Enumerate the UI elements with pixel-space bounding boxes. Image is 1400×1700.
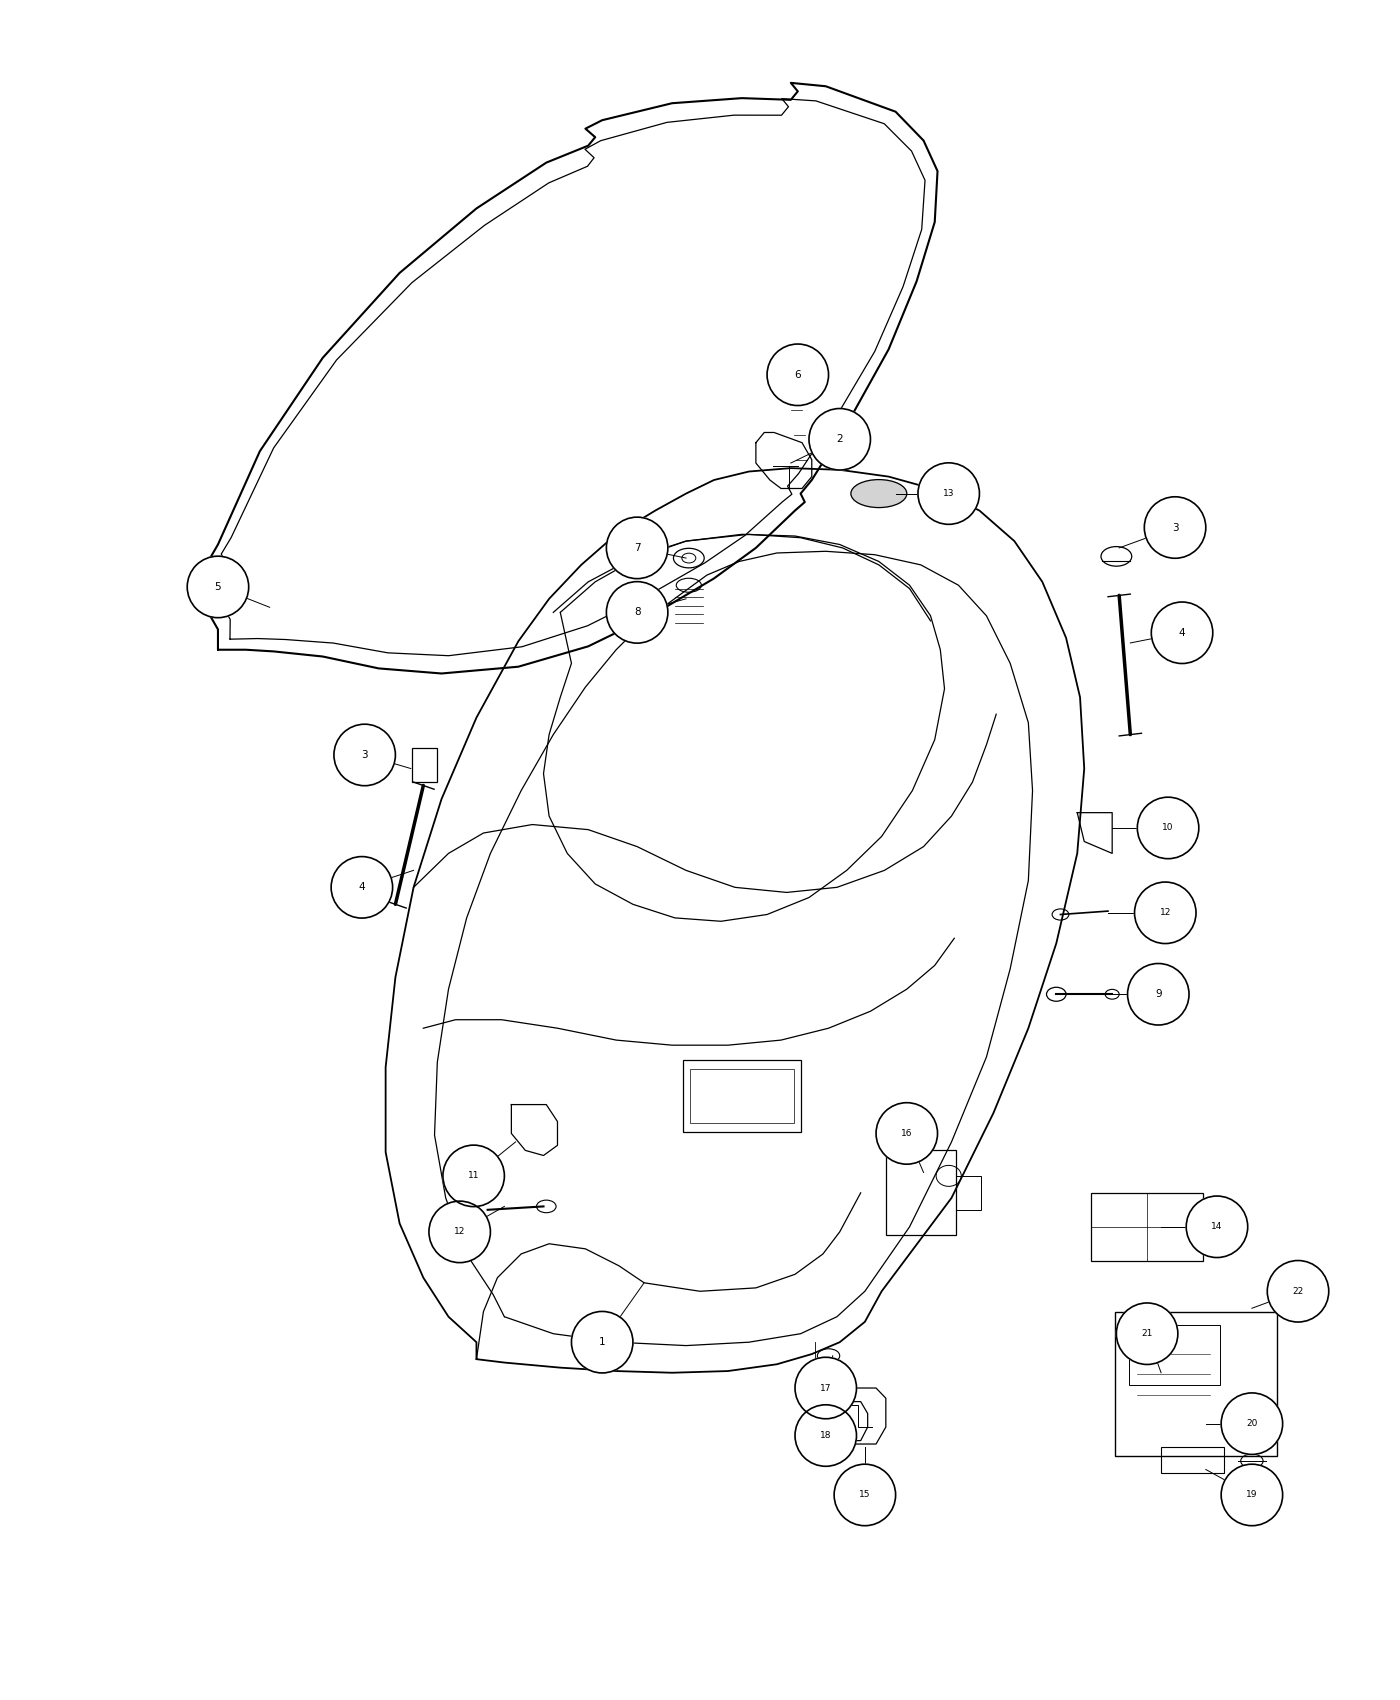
Ellipse shape <box>834 1464 896 1525</box>
Text: 11: 11 <box>468 1171 479 1180</box>
Ellipse shape <box>606 517 668 578</box>
Ellipse shape <box>442 1146 504 1207</box>
Ellipse shape <box>1221 1464 1282 1525</box>
Text: 4: 4 <box>1179 627 1186 638</box>
Ellipse shape <box>335 724 395 785</box>
Bar <box>886 1151 956 1236</box>
Text: 7: 7 <box>634 542 640 552</box>
Bar <box>1114 1312 1277 1455</box>
Text: 8: 8 <box>634 607 640 617</box>
Text: 12: 12 <box>1159 908 1170 918</box>
Text: 1: 1 <box>599 1338 606 1346</box>
Bar <box>683 1061 801 1132</box>
Bar <box>412 748 437 782</box>
Ellipse shape <box>767 343 829 406</box>
Ellipse shape <box>1127 964 1189 1025</box>
Ellipse shape <box>606 581 668 643</box>
Ellipse shape <box>332 857 392 918</box>
Text: 10: 10 <box>1162 823 1173 833</box>
Ellipse shape <box>795 1404 857 1467</box>
Ellipse shape <box>571 1311 633 1374</box>
Ellipse shape <box>1267 1260 1329 1323</box>
Bar <box>956 1176 981 1210</box>
Text: 20: 20 <box>1246 1420 1257 1428</box>
Text: 14: 14 <box>1211 1222 1222 1231</box>
Text: 2: 2 <box>836 434 843 444</box>
Text: 5: 5 <box>214 581 221 592</box>
Ellipse shape <box>1221 1392 1282 1455</box>
Text: 9: 9 <box>1155 989 1162 1000</box>
Text: 16: 16 <box>902 1129 913 1137</box>
Ellipse shape <box>1137 797 1198 858</box>
Text: 15: 15 <box>860 1491 871 1499</box>
Text: 22: 22 <box>1292 1287 1303 1295</box>
Bar <box>1128 1326 1219 1384</box>
Ellipse shape <box>1151 602 1212 663</box>
Ellipse shape <box>876 1103 938 1164</box>
Ellipse shape <box>851 479 907 508</box>
Text: 19: 19 <box>1246 1491 1257 1499</box>
Ellipse shape <box>918 462 980 524</box>
Ellipse shape <box>1144 496 1205 558</box>
Ellipse shape <box>1186 1197 1247 1258</box>
Bar <box>1161 1447 1224 1472</box>
Ellipse shape <box>1116 1302 1177 1365</box>
Text: 17: 17 <box>820 1384 832 1392</box>
Ellipse shape <box>428 1202 490 1263</box>
Text: 3: 3 <box>361 750 368 760</box>
Text: 13: 13 <box>944 490 955 498</box>
Text: 4: 4 <box>358 882 365 893</box>
Ellipse shape <box>1134 882 1196 944</box>
Ellipse shape <box>795 1357 857 1420</box>
Bar <box>690 1069 794 1124</box>
Ellipse shape <box>809 408 871 469</box>
Bar <box>1091 1193 1203 1261</box>
Text: 3: 3 <box>1172 522 1179 532</box>
Ellipse shape <box>188 556 249 617</box>
Text: 6: 6 <box>794 371 801 379</box>
Text: 18: 18 <box>820 1431 832 1440</box>
Text: 21: 21 <box>1141 1329 1152 1338</box>
Text: 12: 12 <box>454 1227 465 1236</box>
